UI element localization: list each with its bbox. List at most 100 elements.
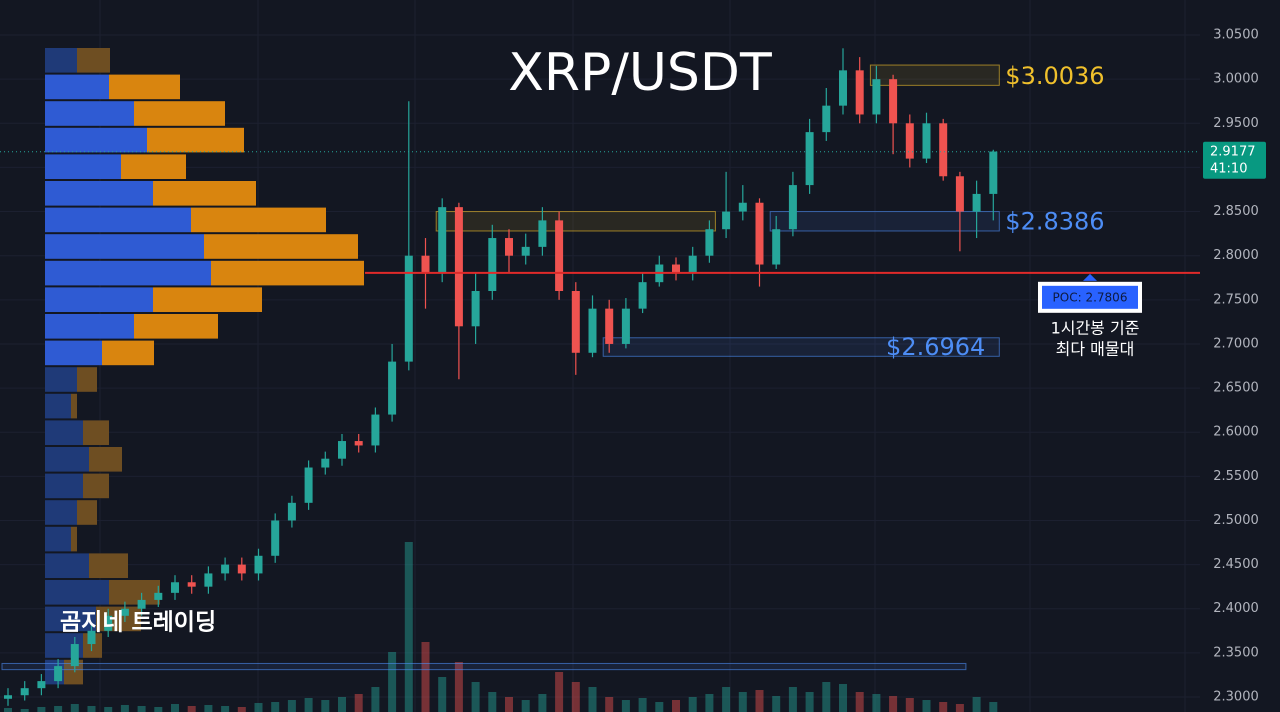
profile-sell (211, 260, 364, 286)
zone-label: $3.0036 (1005, 62, 1104, 90)
volume-bar (438, 677, 447, 712)
candle-body (321, 458, 330, 468)
volume-bar (855, 692, 864, 712)
last-price-label: 2.9177 (1210, 144, 1256, 159)
candle-body (705, 229, 714, 256)
y-tick-label: 3.0000 (1213, 72, 1259, 87)
volume-bar (538, 694, 547, 712)
y-tick-label: 2.4500 (1213, 557, 1259, 572)
profile-buy (45, 48, 77, 73)
volume-bar (171, 704, 179, 712)
volume-bar (87, 706, 96, 712)
candle-body (454, 207, 463, 327)
candle-body (939, 123, 948, 177)
volume-bar (989, 702, 998, 712)
candle-body (621, 308, 630, 344)
volume-bar (555, 672, 564, 712)
volume-bar (839, 684, 847, 712)
volume-bar (321, 700, 330, 712)
candle-body (54, 666, 63, 682)
candle-body (855, 70, 864, 115)
candle-body (37, 681, 46, 689)
profile-sell (77, 367, 97, 392)
zone-label: $2.8386 (1005, 208, 1104, 236)
candle-body (237, 564, 246, 574)
chart-title: XRP/USDT (508, 43, 772, 103)
profile-sell (77, 500, 97, 525)
candle-body (521, 246, 530, 256)
candle-body (889, 79, 898, 124)
volume-bar (805, 692, 814, 712)
volume-bar (404, 542, 413, 712)
profile-buy (45, 181, 153, 206)
volume-bar (772, 696, 781, 712)
y-tick-label: 2.5500 (1213, 469, 1259, 484)
volume-bar (738, 692, 747, 712)
volume-bar (505, 697, 513, 712)
candle-body (354, 441, 363, 446)
candle-body (989, 151, 998, 194)
candle-body (488, 238, 497, 291)
y-tick-label: 2.3000 (1213, 689, 1259, 704)
volume-bar (54, 706, 63, 712)
volume-bar (655, 702, 664, 712)
candle-body (70, 644, 79, 667)
profile-sell (83, 420, 109, 445)
candle-body (922, 123, 931, 159)
last-price-tag (1203, 141, 1266, 179)
volume-bar (705, 694, 714, 712)
candle-body (738, 202, 747, 212)
volume-bar (137, 706, 146, 712)
zones (1, 64, 1000, 671)
volume-bar (354, 694, 363, 712)
volume-bar (421, 642, 430, 712)
profile-buy (45, 127, 147, 153)
profile-sell (109, 74, 180, 100)
candle-body (87, 630, 96, 645)
profile-sell (89, 447, 122, 472)
candle-body (839, 70, 847, 106)
volume-bar (120, 705, 129, 712)
volume-bar (154, 707, 163, 712)
zone (1, 662, 967, 671)
candle-body (538, 220, 547, 247)
volume-bar (521, 700, 530, 712)
volume-bar (922, 700, 931, 712)
profile-sell (134, 314, 218, 339)
candle-body (271, 520, 280, 556)
volume-bar (972, 697, 981, 712)
poc-label: POC: 2.7806 (1053, 290, 1128, 304)
volume-bar (672, 700, 680, 712)
zone-label: $2.6964 (886, 333, 985, 361)
volume-bar (388, 652, 397, 712)
profile-buy (45, 207, 191, 233)
candle-body (204, 573, 213, 587)
profile-buy (45, 314, 134, 339)
volume-bar (37, 707, 46, 712)
volume-profile (45, 48, 364, 685)
volume-bar (187, 706, 196, 712)
profile-buy (45, 287, 153, 312)
profile-buy (45, 393, 71, 419)
volume-bar (688, 697, 697, 712)
volume-bar (788, 687, 797, 712)
candle-body (4, 695, 12, 699)
volume-bar (722, 687, 731, 712)
profile-sell (77, 48, 110, 73)
profile-sell (109, 580, 160, 605)
volume-bar (304, 698, 313, 712)
zone (435, 211, 716, 232)
y-tick-label: 2.4000 (1213, 601, 1259, 616)
countdown: 41:10 (1210, 161, 1247, 176)
zone (869, 64, 1000, 86)
candle-body (905, 123, 914, 159)
watermark: 곰지네 트레이딩 (60, 610, 216, 636)
volume-bar (755, 690, 764, 712)
profile-sell (191, 207, 326, 233)
profile-sell (71, 526, 77, 552)
volume-bar (237, 707, 246, 712)
volume-bar (905, 698, 914, 712)
profile-sell (121, 154, 186, 179)
candle-body (20, 688, 29, 696)
